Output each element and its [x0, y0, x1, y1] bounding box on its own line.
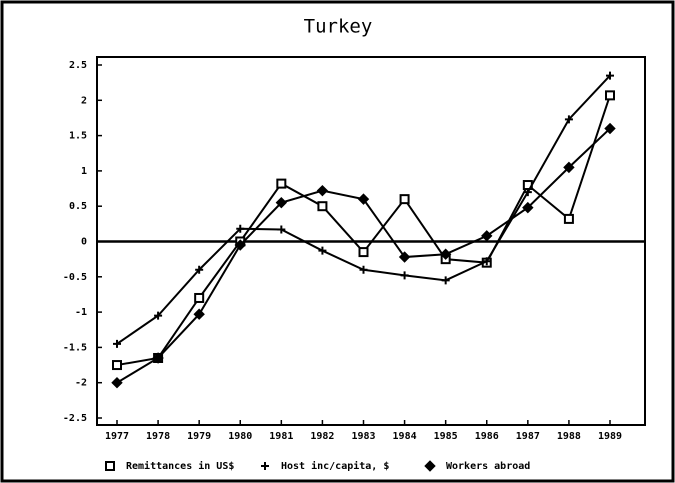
x-tick-label: 1983	[351, 431, 375, 442]
data-point	[317, 201, 328, 212]
y-tick-label: 2.5	[69, 60, 87, 71]
data-point	[564, 115, 573, 124]
data-point	[400, 271, 409, 280]
x-tick-label: 1982	[310, 431, 334, 442]
data-point	[482, 257, 491, 266]
x-tick-label: 1987	[516, 431, 540, 442]
data-point	[522, 201, 534, 214]
y-tick-label: 1.5	[69, 131, 87, 142]
x-tick-label: 1985	[434, 431, 458, 442]
data-point	[481, 230, 493, 242]
data-point	[523, 188, 532, 197]
data-point	[318, 246, 327, 255]
x-tick-label: 1986	[475, 431, 499, 442]
y-tick-label: 0	[81, 237, 87, 248]
data-point	[276, 178, 287, 189]
data-point	[563, 161, 575, 174]
data-point	[439, 248, 452, 260]
y-tick-label: -2.5	[63, 413, 87, 424]
data-point	[194, 292, 205, 303]
data-point	[357, 193, 370, 205]
data-point	[605, 90, 615, 101]
data-point	[195, 265, 204, 274]
legend-marker	[105, 461, 115, 471]
series-line	[116, 95, 611, 367]
data-point	[234, 239, 246, 251]
x-tick-label: 1984	[393, 431, 417, 442]
legend-label: Workers abroad	[446, 461, 530, 472]
x-tick-label: 1979	[187, 431, 211, 442]
legend-marker	[424, 460, 436, 472]
data-point	[359, 265, 368, 274]
data-point	[152, 352, 164, 364]
series-line	[116, 74, 611, 345]
data-point	[111, 376, 123, 389]
data-point	[604, 122, 616, 135]
y-tick-label: 1	[81, 166, 87, 177]
chart-title: Turkey	[304, 16, 373, 38]
x-tick-label: 1989	[598, 431, 622, 442]
y-tick-label: 2	[81, 95, 87, 106]
y-tick-label: -1.5	[63, 342, 87, 353]
legend-label: Remittances in US$	[126, 460, 234, 472]
data-point	[193, 308, 205, 320]
y-tick-label: -2	[75, 378, 87, 389]
data-point	[441, 276, 450, 285]
data-point	[154, 311, 163, 320]
data-point	[112, 360, 122, 371]
data-point	[563, 213, 574, 224]
x-tick-label: 1981	[269, 431, 293, 442]
x-tick-label: 1977	[105, 431, 129, 442]
x-tick-label: 1978	[146, 431, 170, 442]
x-tick-label: 1988	[557, 431, 581, 442]
data-point	[113, 339, 121, 348]
y-tick-label: -0.5	[63, 272, 87, 283]
legend-marker	[261, 462, 269, 470]
data-point	[606, 71, 614, 80]
y-tick-label: 0.5	[69, 201, 87, 212]
y-tick-label: -1	[75, 307, 87, 318]
data-point	[358, 247, 369, 258]
data-point	[398, 251, 411, 263]
data-point	[236, 224, 245, 233]
legend-label: Host inc/capita, $	[281, 460, 389, 472]
data-point	[316, 184, 329, 197]
data-point	[399, 194, 410, 205]
x-tick-label: 1980	[228, 431, 252, 442]
data-point	[275, 196, 288, 209]
data-point	[277, 225, 286, 234]
